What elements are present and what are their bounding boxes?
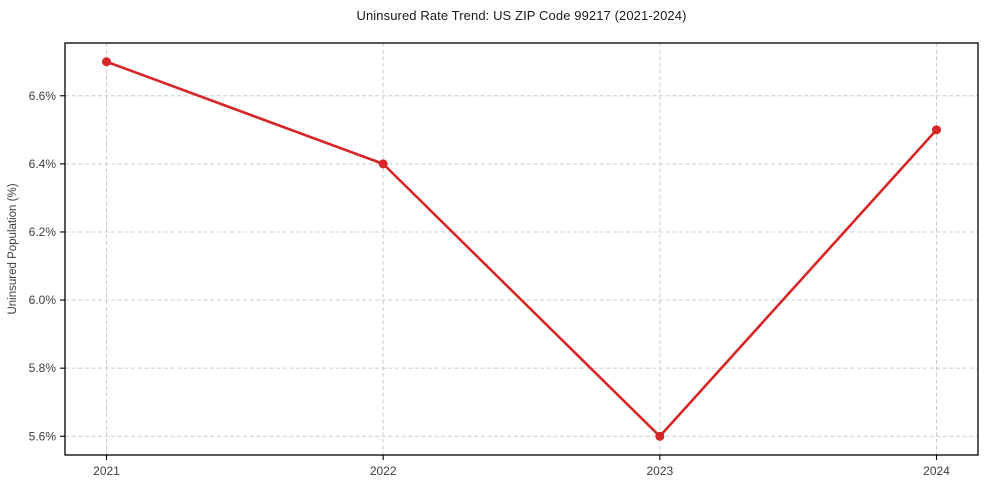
data-point-marker — [102, 57, 111, 67]
y-tick-label: 6.2% — [29, 225, 57, 239]
y-tick-label: 6.4% — [29, 157, 57, 171]
y-tick-label: 6.6% — [29, 89, 57, 103]
x-tick-label: 2021 — [93, 464, 120, 478]
chart-title: Uninsured Rate Trend: US ZIP Code 99217 … — [356, 8, 687, 23]
y-tick-label: 6.0% — [29, 293, 57, 307]
y-tick-label: 5.6% — [29, 429, 57, 443]
data-point-marker — [655, 431, 665, 441]
x-tick-label: 2022 — [370, 464, 397, 478]
plot-border — [64, 42, 979, 456]
y-tick-label: 5.8% — [29, 361, 57, 375]
data-point-marker — [932, 125, 941, 135]
x-tick-label: 2024 — [923, 464, 950, 478]
data-point-marker — [378, 159, 388, 169]
trend-line — [105, 60, 938, 438]
x-tick-label: 2023 — [646, 464, 673, 478]
